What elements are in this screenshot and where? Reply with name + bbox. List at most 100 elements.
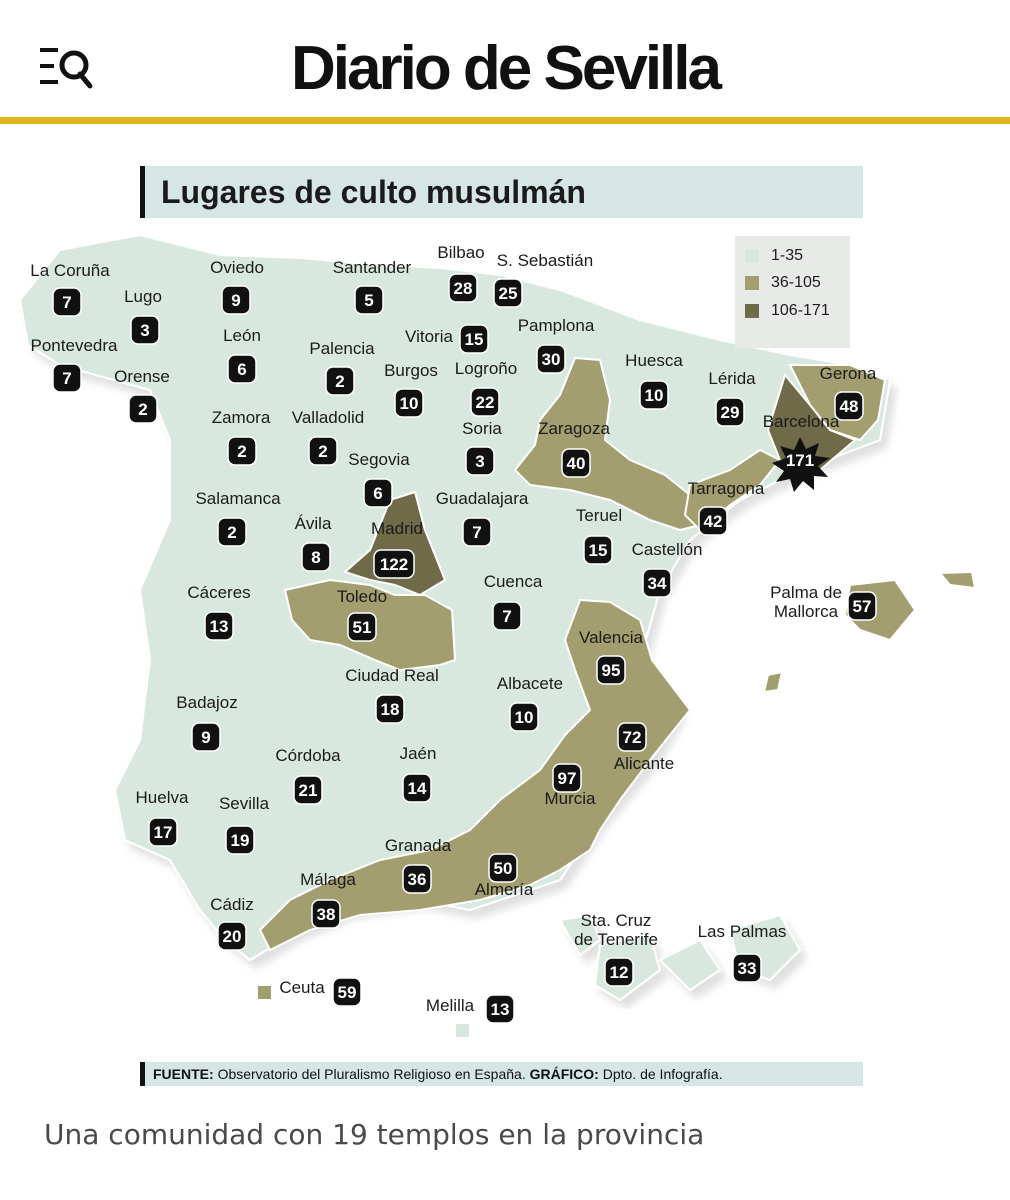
province-label-ciudad-real: Ciudad Real: [345, 666, 439, 685]
count-badge-s-sebastian: [493, 278, 523, 308]
graphic-text: Dpto. de Infografía.: [602, 1066, 723, 1082]
count-value-cadiz: 20: [223, 927, 242, 946]
count-value-zamora: 2: [237, 442, 246, 461]
count-badge-madrid: [373, 549, 415, 579]
count-badge-albacete: [509, 702, 539, 732]
count-badge-toledo: [347, 612, 377, 642]
province-label-ceuta: Ceuta: [279, 978, 325, 997]
region-madrid-fill: [343, 490, 447, 597]
count-value-caceres: 13: [210, 617, 229, 636]
province-label-oviedo: Oviedo: [210, 258, 264, 277]
count-badge-alicante: [617, 722, 647, 752]
infographic: La Coruña 7 Lugo 3 Pontevedra 7 Orense 2 Oviedo 9…: [0, 140, 1010, 1100]
count-badge-almeria: [488, 853, 518, 883]
count-value-valencia: 95: [602, 661, 621, 680]
province-label-toledo: Toledo: [337, 587, 387, 606]
province-labels: La Coruña 7 Lugo 3 Pontevedra 7 Orense 2 Oviedo 9…: [30, 243, 877, 1024]
count-badge-lugo: [130, 315, 160, 345]
province-label-logrono: Logroño: [455, 359, 517, 378]
count-badge-cuenca: [492, 601, 522, 631]
count-value-sta-cruz-de-tenerife: 12: [610, 963, 629, 982]
graphic-label: GRÁFICO:: [529, 1066, 599, 1082]
count-badge-palencia: [325, 366, 355, 396]
province-label-huelva: Huelva: [136, 788, 189, 807]
count-badge-burgos: [394, 388, 424, 418]
count-value-orense: 2: [138, 400, 147, 419]
province-label-bilbao: Bilbao: [437, 243, 484, 262]
province-label-pontevedra: Pontevedra: [31, 336, 118, 355]
count-value-vitoria: 15: [465, 330, 484, 349]
count-badge-vitoria: [459, 324, 489, 354]
count-value-guadalajara: 7: [472, 523, 481, 542]
count-badge-santander: [354, 285, 384, 315]
count-badge-castellon: [642, 568, 672, 598]
count-value-santander: 5: [364, 291, 373, 310]
province-label-valladolid: Valladolid: [292, 408, 364, 427]
count-badge-teruel: [583, 535, 613, 565]
province-label-cordoba: Córdoba: [275, 746, 341, 765]
province-label-granada: Granada: [385, 836, 452, 855]
count-value-pontevedra: 7: [62, 369, 71, 388]
source-text: Observatorio del Pluralismo Religioso en…: [217, 1066, 526, 1082]
count-badge-lerida: [715, 397, 745, 427]
count-value-ciudad-real: 18: [381, 700, 400, 719]
province-label-sta-cruz-de-tenerife: Sta. Cruz de Tenerife: [574, 911, 658, 949]
count-badge-valladolid: [308, 436, 338, 466]
barcelona-star-icon: [772, 437, 830, 492]
count-badge-pontevedra: [52, 363, 82, 393]
legend-swatch: [745, 276, 759, 290]
province-label-jaen: Jaén: [400, 744, 437, 763]
region-barcelona-fill: [766, 372, 857, 472]
count-badge-ceuta: [332, 977, 362, 1007]
count-value-ceuta: 59: [338, 983, 357, 1002]
count-value-avila: 8: [311, 548, 320, 567]
province-label-zamora: Zamora: [212, 408, 271, 427]
count-value-badajoz: 9: [201, 728, 210, 747]
count-badge-oviedo: [221, 285, 251, 315]
count-badge-tarragona: [698, 506, 728, 536]
menu-search-icon[interactable]: [36, 44, 96, 92]
province-label-tarragona: Tarragona: [688, 479, 765, 498]
count-badge-soria: [465, 446, 495, 476]
province-label-almeria: Almería: [475, 880, 534, 899]
province-label-caceres: Cáceres: [187, 583, 250, 602]
spain-map: La Coruña 7 Lugo 3 Pontevedra 7 Orense 2 Oviedo 9…: [18, 233, 977, 1037]
legend-item: 36-105: [745, 272, 821, 294]
count-value-sevilla: 19: [231, 831, 250, 850]
count-badge-las-palmas: [732, 953, 762, 983]
legend-label: 36-105: [771, 274, 821, 291]
province-label-cadiz: Cádiz: [210, 895, 253, 914]
count-value-lugo: 3: [140, 321, 149, 340]
province-label-madrid: Madrid: [371, 519, 423, 538]
count-badge-palma-de-mallorca: [847, 591, 877, 621]
count-value-pamplona: 30: [542, 350, 561, 369]
count-value-gerona: 48: [840, 397, 859, 416]
count-badge-leon: [227, 354, 257, 384]
count-value-cuenca: 7: [502, 607, 511, 626]
count-value-tarragona: 42: [704, 512, 723, 531]
count-value-leon: 6: [237, 360, 246, 379]
count-badge-huelva: [148, 817, 178, 847]
province-label-melilla: Melilla: [426, 996, 475, 1015]
count-badge-bilbao: [448, 273, 478, 303]
count-badge-valencia: [596, 655, 626, 685]
article-caption[interactable]: Una comunidad con 19 templos en la provi…: [44, 1118, 705, 1151]
count-value-jaen: 14: [408, 779, 427, 798]
count-value-malaga: 38: [317, 905, 336, 924]
province-label-lugo: Lugo: [124, 287, 162, 306]
province-label-la-coruna: La Coruña: [30, 261, 110, 280]
balearic-menorca: [937, 570, 977, 590]
province-label-huesca: Huesca: [625, 351, 683, 370]
site-logo[interactable]: Diario de Sevilla: [0, 34, 1010, 104]
province-label-guadalajara: Guadalajara: [436, 489, 529, 508]
count-value-alicante: 72: [623, 728, 642, 747]
province-label-palma-de-mallorca: Palma de Mallorca: [770, 583, 842, 621]
count-badge-huesca: [639, 380, 669, 410]
count-value-las-palmas: 33: [738, 959, 757, 978]
count-value-salamanca: 2: [227, 523, 236, 542]
province-label-malaga: Málaga: [300, 870, 356, 889]
count-value-huesca: 10: [645, 386, 664, 405]
legend-label: 1-35: [771, 247, 804, 264]
count-value-madrid: 122: [380, 555, 408, 574]
province-label-gerona: Gerona: [820, 364, 877, 383]
